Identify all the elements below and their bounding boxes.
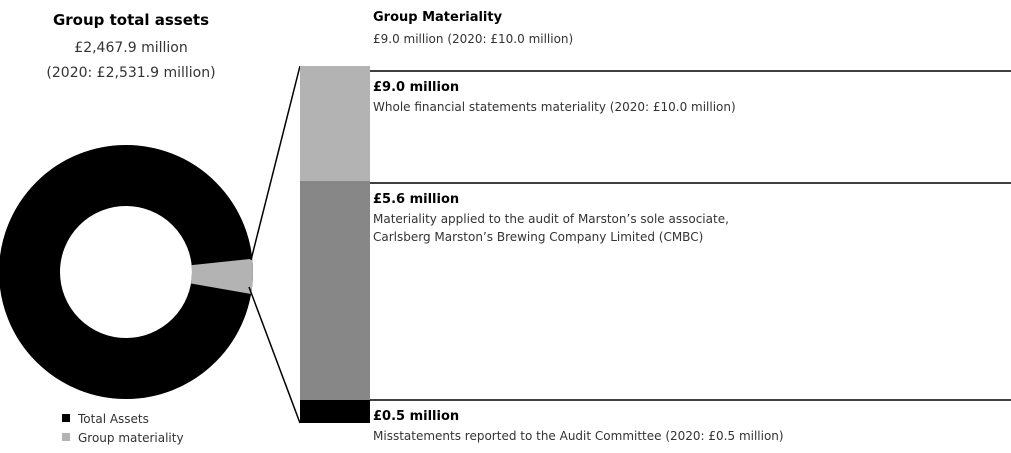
assets-value: £2,467.9 million	[74, 40, 187, 56]
assets-title: Group total assets	[53, 11, 209, 29]
items: £9.0 million Whole financial statements m…	[370, 70, 1011, 443]
bar-segment	[300, 400, 370, 423]
legend-label: Total Assets	[77, 412, 149, 426]
item-text: Misstatements reported to the Audit Comm…	[373, 429, 784, 443]
bar-segment	[300, 181, 370, 400]
legend-label: Group materiality	[78, 431, 184, 445]
connector	[250, 65, 301, 261]
item-title: £9.0 million	[373, 80, 459, 95]
legend-swatch	[62, 433, 70, 441]
connector	[248, 286, 301, 424]
item-text: Materiality applied to the audit of Mars…	[373, 212, 729, 226]
item-title: £5.6 million	[373, 192, 459, 207]
item-title: £0.5 million	[373, 409, 459, 424]
legend-swatch	[62, 414, 70, 422]
item-text: Carlsberg Marston’s Brewing Company Limi…	[373, 230, 703, 244]
assets-prior: (2020: £2,531.9 million)	[46, 65, 215, 81]
bar-segment	[300, 66, 370, 181]
item-text: Whole financial statements materiality (…	[373, 100, 736, 114]
header-subtitle: £9.0 million (2020: £10.0 million)	[373, 32, 573, 46]
header-title: Group Materiality	[373, 10, 503, 25]
donut-slice	[191, 258, 254, 294]
